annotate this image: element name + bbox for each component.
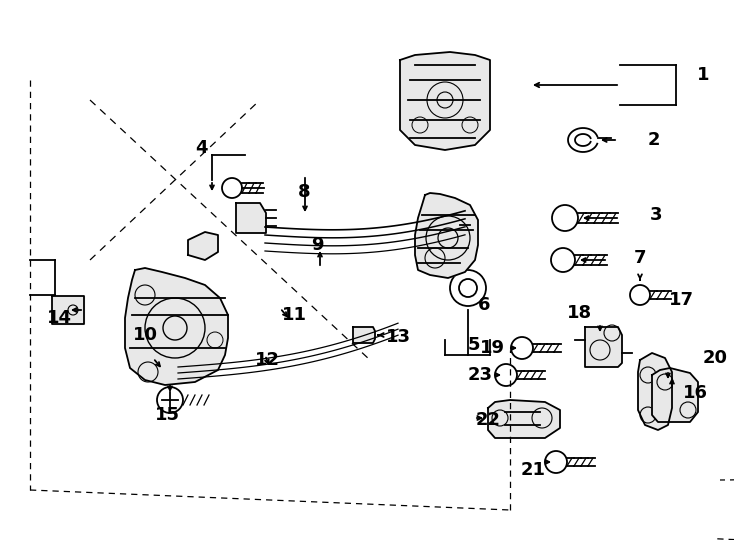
Text: 5: 5 xyxy=(468,336,481,354)
Text: 23: 23 xyxy=(468,366,493,384)
Text: 1: 1 xyxy=(697,66,710,84)
Polygon shape xyxy=(488,400,560,438)
Polygon shape xyxy=(415,193,478,278)
Text: 11: 11 xyxy=(282,306,307,324)
Polygon shape xyxy=(585,327,622,367)
Text: 2: 2 xyxy=(648,131,661,149)
Text: 18: 18 xyxy=(567,304,592,322)
Text: 22: 22 xyxy=(476,411,501,429)
Text: 4: 4 xyxy=(195,139,208,157)
Text: 6: 6 xyxy=(478,296,490,314)
Polygon shape xyxy=(125,268,228,385)
Polygon shape xyxy=(652,368,698,422)
Polygon shape xyxy=(236,203,266,233)
Text: 15: 15 xyxy=(155,406,180,424)
Polygon shape xyxy=(400,52,490,150)
Text: 14: 14 xyxy=(47,309,72,327)
Polygon shape xyxy=(52,296,84,324)
Text: 16: 16 xyxy=(683,384,708,402)
Text: 21: 21 xyxy=(521,461,546,479)
Text: 20: 20 xyxy=(703,349,728,367)
Text: 10: 10 xyxy=(133,326,158,344)
Text: 12: 12 xyxy=(255,351,280,369)
Polygon shape xyxy=(353,327,375,343)
Text: 3: 3 xyxy=(650,206,663,224)
Text: 19: 19 xyxy=(480,339,505,357)
Text: 17: 17 xyxy=(669,291,694,309)
Text: 8: 8 xyxy=(298,183,310,201)
Text: 7: 7 xyxy=(634,249,647,267)
Text: 9: 9 xyxy=(311,236,324,254)
Polygon shape xyxy=(638,353,672,430)
Polygon shape xyxy=(188,232,218,260)
Text: 13: 13 xyxy=(386,328,411,346)
